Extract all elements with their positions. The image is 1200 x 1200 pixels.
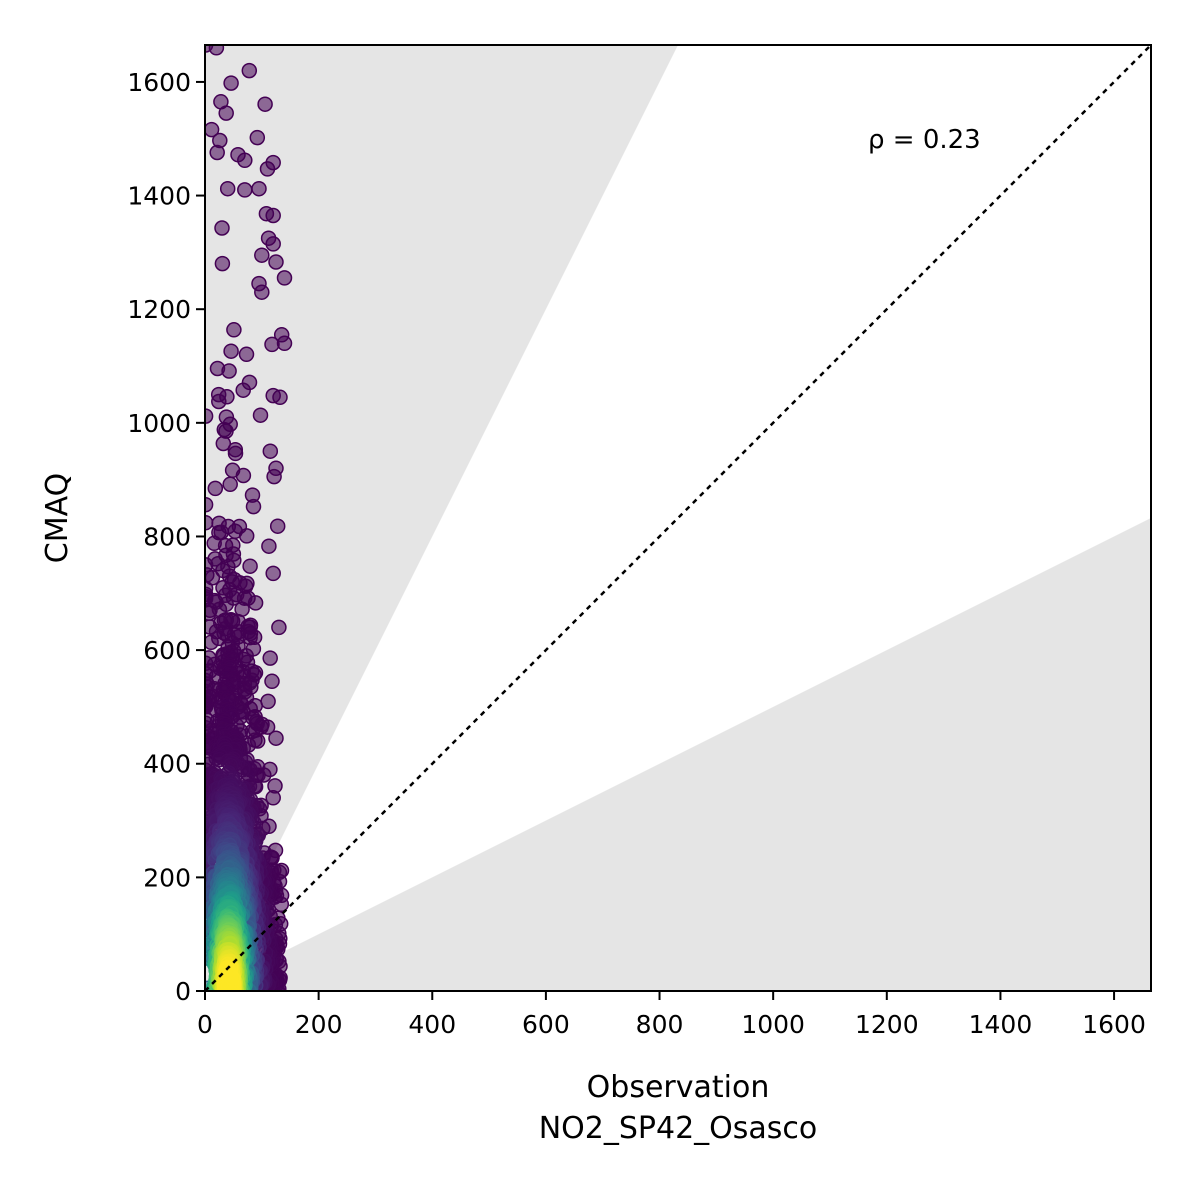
y-tick-label: 1200 (127, 295, 191, 324)
scatter-point (209, 144, 225, 161)
scatter-point (265, 565, 281, 582)
y-tick-label: 1000 (127, 409, 191, 438)
y-tick-label: 0 (175, 977, 191, 1006)
scatter-point (214, 220, 230, 236)
scatter-point (268, 254, 284, 270)
scatter-point (237, 152, 253, 169)
scatter-point (268, 730, 284, 746)
scatter-points (205, 45, 293, 991)
scatter-point (257, 96, 273, 112)
x-tick-label: 600 (522, 1010, 570, 1039)
y-axis-label: CMAQ (40, 473, 75, 563)
scatter-point (264, 336, 280, 353)
scatter-point (251, 180, 267, 197)
scatter-point (237, 182, 253, 198)
y-tick-label: 600 (143, 636, 191, 665)
shaded-band-lower (205, 518, 1151, 991)
scatter-point (242, 558, 258, 574)
scatter-point (241, 62, 258, 79)
scatter-point (235, 382, 251, 398)
x-tick-label: 1600 (1082, 1010, 1146, 1039)
shaded-band-upper (205, 45, 678, 991)
rho-annotation: ρ = 0.23 (868, 125, 981, 155)
x-axis-label: Observation (587, 1070, 770, 1105)
scatter-point (252, 407, 269, 423)
scatter-point (207, 480, 224, 497)
scatter-point (259, 161, 276, 177)
scatter-point (262, 650, 278, 666)
scatter-point (260, 230, 277, 246)
scatter-point (223, 75, 239, 91)
scatter-point (224, 462, 241, 479)
scatter-point (221, 363, 237, 379)
y-tick-label: 1600 (127, 68, 191, 97)
scatter-point (214, 255, 231, 272)
scatter-point (264, 673, 280, 690)
x-tick-label: 1000 (741, 1010, 805, 1039)
x-axis: 0 200 400 600 800 1000 1200 1400 1600 (197, 991, 1146, 1039)
scatter-point (218, 105, 234, 121)
x-tick-label: 0 (197, 1010, 213, 1039)
scatter-point (261, 538, 277, 554)
scatter-point (269, 518, 286, 534)
x-tick-label: 800 (636, 1010, 684, 1039)
scatter-point (224, 970, 241, 986)
identity-line (205, 45, 1151, 991)
y-tick-label: 1400 (127, 182, 191, 211)
y-tick-label: 400 (143, 750, 191, 779)
scatter-point (266, 468, 282, 485)
scatter-point (265, 790, 281, 806)
scatter-point (227, 445, 244, 462)
scatter-point (223, 343, 239, 359)
x-tick-label: 400 (408, 1010, 456, 1039)
scatter-point (215, 435, 232, 452)
scatter-point (254, 247, 270, 263)
scatter-point (245, 498, 262, 515)
x-tick-label: 1200 (855, 1010, 919, 1039)
scatter-point (260, 693, 276, 710)
y-tick-label: 800 (143, 522, 191, 551)
scatter-point (265, 387, 281, 404)
scatter-point (208, 45, 225, 56)
scatter-point (271, 619, 287, 636)
x-tick-label: 1400 (969, 1010, 1033, 1039)
scatter-point (254, 284, 270, 300)
x-tick-label: 200 (295, 1010, 343, 1039)
scatter-point (258, 205, 275, 222)
scatter-point (238, 346, 255, 363)
scatter-point (218, 423, 234, 439)
plot-frame (204, 44, 1152, 992)
scatter-point (249, 129, 266, 146)
scatter-point (276, 270, 293, 286)
scatter-point (227, 523, 243, 540)
y-tick-label: 200 (143, 863, 191, 892)
scatter-point (222, 476, 238, 493)
y-axis: 0 200 400 600 800 1000 1200 1400 1600 (127, 68, 205, 1006)
scatter-point (205, 121, 220, 138)
scatter-point (226, 322, 242, 338)
scatter-point (211, 393, 227, 410)
x-axis-sublabel: NO2_SP42_Osasco (539, 1111, 818, 1146)
scatter-point (219, 180, 236, 197)
scatter-point (262, 443, 279, 459)
